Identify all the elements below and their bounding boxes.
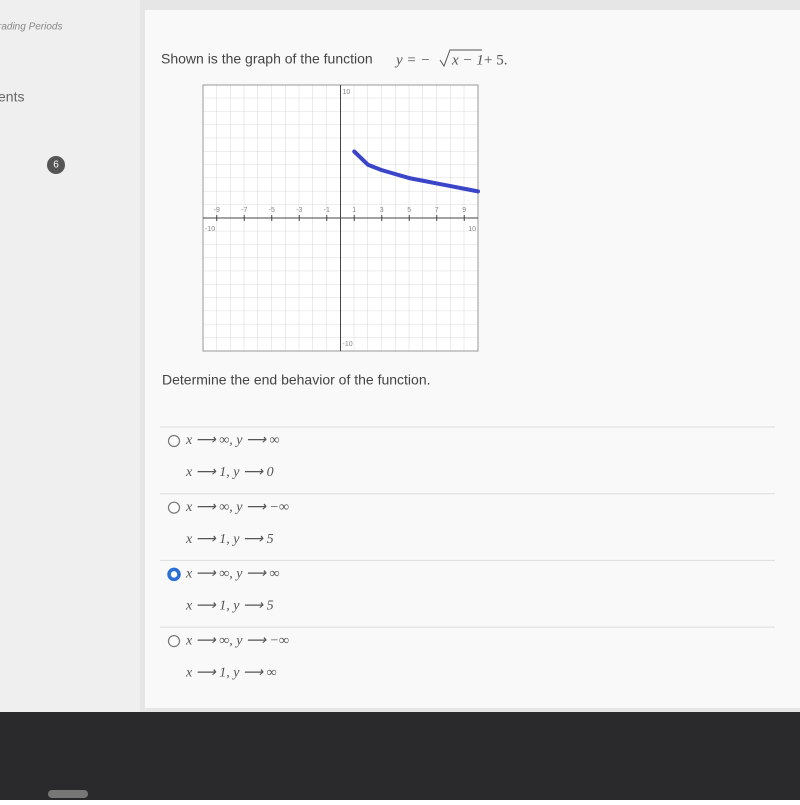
radio[interactable] bbox=[167, 434, 181, 448]
x-tick-label: -9 bbox=[214, 207, 220, 214]
prompt: Shown is the graph of the function bbox=[161, 51, 373, 67]
radio-selected[interactable] bbox=[167, 567, 181, 582]
x-tick-label: -1 bbox=[324, 207, 330, 214]
x-max-label: 10 bbox=[468, 226, 476, 233]
badge-text: 6 bbox=[53, 160, 59, 171]
instruction: Determine the end behavior of the functi… bbox=[162, 372, 431, 388]
sidebar-heading: rading Periods bbox=[0, 22, 62, 33]
y-max-label: 10 bbox=[343, 89, 351, 96]
radical-sign bbox=[439, 49, 482, 68]
x-tick-label: -3 bbox=[296, 207, 302, 214]
option-line-1: x ⟶ ∞, y ⟶ ∞ bbox=[185, 567, 280, 582]
x-tick-label: 5 bbox=[407, 207, 411, 214]
x-tick-label: 3 bbox=[380, 207, 384, 214]
options: x ⟶ ∞, y ⟶ ∞ x ⟶ 1, y ⟶ 0 x ⟶ ∞, y ⟶ −∞ x ⟶… bbox=[160, 426, 775, 680]
x-tick-label: 1 bbox=[352, 207, 356, 214]
option-line-2: x ⟶ 1, y ⟶ 5 bbox=[185, 532, 274, 547]
option-line-2: x ⟶ 1, y ⟶ 0 bbox=[185, 465, 274, 480]
x-tick-label: 9 bbox=[462, 207, 466, 214]
radio[interactable] bbox=[167, 501, 181, 514]
x-tick-label: -5 bbox=[269, 207, 275, 214]
x-tick-label: -7 bbox=[241, 207, 247, 214]
x-min-label: -10 bbox=[205, 226, 215, 233]
bezel bbox=[0, 712, 800, 800]
function-curve bbox=[352, 149, 480, 194]
nav-item[interactable]: ents bbox=[0, 89, 24, 105]
option-line-2: x ⟶ 1, y ⟶ ∞ bbox=[185, 665, 277, 680]
graph: -9 -7 -5 -3 -1 1 3 5 7 9 -10 10 10 -10 bbox=[203, 85, 480, 351]
option-line-2: x ⟶ 1, y ⟶ 5 bbox=[185, 599, 274, 614]
option-line-1: x ⟶ ∞, y ⟶ ∞ bbox=[185, 433, 280, 448]
option-line-1: x ⟶ ∞, y ⟶ −∞ bbox=[185, 500, 289, 515]
radio[interactable] bbox=[167, 634, 181, 648]
option-line-1: x ⟶ ∞, y ⟶ −∞ bbox=[185, 633, 289, 648]
badge bbox=[47, 156, 65, 174]
equation-rest: + 5. bbox=[484, 52, 507, 68]
equation-lhs: y = − bbox=[394, 52, 430, 68]
equation-radicand: x − 1 bbox=[451, 52, 484, 68]
y-min-label: -10 bbox=[343, 341, 353, 348]
x-tick-label: 7 bbox=[435, 207, 439, 214]
sidebar bbox=[0, 0, 140, 712]
bezel-detail bbox=[48, 790, 88, 798]
